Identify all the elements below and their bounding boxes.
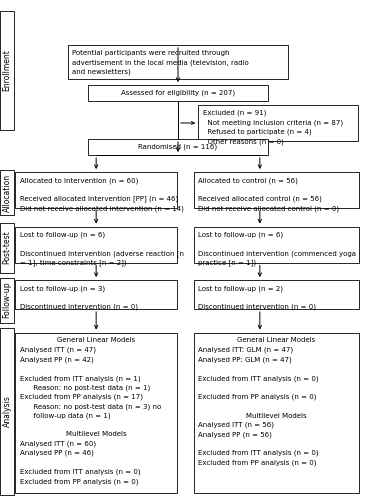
Text: Lost to follow-up (n = 6): Lost to follow-up (n = 6): [20, 232, 105, 238]
Text: follow-up data (n = 1): follow-up data (n = 1): [20, 412, 110, 419]
FancyBboxPatch shape: [88, 85, 268, 101]
Text: Discontinued intervention (n = 0): Discontinued intervention (n = 0): [20, 304, 138, 310]
Text: Allocated to intervention (n = 60): Allocated to intervention (n = 60): [20, 177, 138, 184]
Text: Lost to follow-up (n = 6): Lost to follow-up (n = 6): [198, 232, 283, 238]
Text: General Linear Models: General Linear Models: [237, 338, 316, 344]
Text: Discontinued intervention (n = 0): Discontinued intervention (n = 0): [198, 304, 316, 310]
Text: Not meeting inclusion criteria (n = 87): Not meeting inclusion criteria (n = 87): [203, 120, 343, 126]
Text: Other reasons (n = 0): Other reasons (n = 0): [203, 138, 283, 144]
FancyBboxPatch shape: [0, 328, 14, 495]
FancyBboxPatch shape: [88, 139, 268, 155]
Text: Analysed PP (n = 56): Analysed PP (n = 56): [198, 431, 272, 438]
Text: Discontinued intervention (adverse reaction [n: Discontinued intervention (adverse react…: [20, 250, 184, 257]
Text: Post-test: Post-test: [3, 230, 11, 264]
Text: Excluded from ITT analysis (n = 0): Excluded from ITT analysis (n = 0): [198, 450, 319, 456]
Text: Discontinued intervention (commenced yoga: Discontinued intervention (commenced yog…: [198, 250, 356, 257]
Text: Received allocated intervention [PP] (n = 46): Received allocated intervention [PP] (n …: [20, 196, 178, 202]
Text: Analysed ITT: GLM (n = 47): Analysed ITT: GLM (n = 47): [198, 347, 293, 354]
FancyBboxPatch shape: [0, 222, 14, 272]
FancyBboxPatch shape: [0, 170, 14, 215]
Text: Reason: no post-test data (n = 3) no: Reason: no post-test data (n = 3) no: [20, 403, 161, 409]
Text: Excluded (n = 91): Excluded (n = 91): [203, 110, 266, 116]
Text: Received allocated control (n = 56): Received allocated control (n = 56): [198, 196, 322, 202]
Text: Did not receive allocated control (n = 0): Did not receive allocated control (n = 0…: [198, 205, 339, 212]
FancyBboxPatch shape: [15, 172, 177, 208]
FancyBboxPatch shape: [194, 332, 359, 492]
Text: Lost to follow-up (n = 3): Lost to follow-up (n = 3): [20, 285, 105, 292]
Text: Analysed PP (n = 46): Analysed PP (n = 46): [20, 450, 94, 456]
Text: Refused to participate (n = 4): Refused to participate (n = 4): [203, 128, 311, 135]
Text: Excluded from ITT analysis (n = 0): Excluded from ITT analysis (n = 0): [20, 469, 141, 475]
Text: = 1], time constraints [n = 2]): = 1], time constraints [n = 2]): [20, 260, 127, 266]
Text: Excluded from PP analysis (n = 0): Excluded from PP analysis (n = 0): [20, 478, 138, 484]
Text: Analysed ITT (n = 60): Analysed ITT (n = 60): [20, 440, 96, 447]
Text: Enrollment: Enrollment: [3, 50, 11, 92]
Text: Excluded from ITT analysis (n = 1): Excluded from ITT analysis (n = 1): [20, 375, 141, 382]
FancyBboxPatch shape: [194, 280, 359, 309]
FancyBboxPatch shape: [194, 226, 359, 262]
Text: Assessed for eligibility (n = 207): Assessed for eligibility (n = 207): [121, 90, 235, 96]
Text: Lost to follow-up (n = 2): Lost to follow-up (n = 2): [198, 285, 283, 292]
Text: practice [n = 1]): practice [n = 1]): [198, 260, 256, 266]
Text: Did not receive allocated intervention (n = 14): Did not receive allocated intervention (…: [20, 205, 184, 212]
Text: Multilevel Models: Multilevel Models: [66, 431, 127, 437]
Text: Analysed ITT (n = 47): Analysed ITT (n = 47): [20, 347, 96, 354]
Text: Analysed PP: GLM (n = 47): Analysed PP: GLM (n = 47): [198, 356, 292, 362]
FancyBboxPatch shape: [0, 11, 14, 130]
Text: and newsletters): and newsletters): [72, 68, 131, 75]
Text: Analysed PP (n = 42): Analysed PP (n = 42): [20, 356, 94, 362]
Text: Allocation: Allocation: [3, 174, 11, 212]
Text: Excluded from ITT analysis (n = 0): Excluded from ITT analysis (n = 0): [198, 375, 319, 382]
FancyBboxPatch shape: [68, 45, 288, 79]
Text: Excluded from PP analysis (n = 0): Excluded from PP analysis (n = 0): [198, 394, 317, 400]
Text: Reason: no post-test data (n = 1): Reason: no post-test data (n = 1): [20, 384, 150, 391]
Text: Potential participants were recruited through: Potential participants were recruited th…: [72, 50, 230, 56]
Text: Allocated to control (n = 56): Allocated to control (n = 56): [198, 177, 298, 184]
Text: Excluded from PP analysis (n = 17): Excluded from PP analysis (n = 17): [20, 394, 143, 400]
Text: Excluded from PP analysis (n = 0): Excluded from PP analysis (n = 0): [198, 460, 317, 466]
FancyBboxPatch shape: [194, 172, 359, 208]
FancyBboxPatch shape: [198, 105, 358, 141]
Text: General Linear Models: General Linear Models: [57, 338, 135, 344]
FancyBboxPatch shape: [0, 278, 14, 322]
Text: Analysed ITT (n = 56): Analysed ITT (n = 56): [198, 422, 274, 428]
Text: Multilevel Models: Multilevel Models: [246, 412, 307, 418]
FancyBboxPatch shape: [15, 280, 177, 309]
Text: Follow-up: Follow-up: [3, 282, 11, 319]
Text: advertisement in the local media (television, radio: advertisement in the local media (televi…: [72, 60, 249, 66]
FancyBboxPatch shape: [15, 332, 177, 492]
FancyBboxPatch shape: [15, 226, 177, 262]
Text: Randomised (n = 116): Randomised (n = 116): [138, 144, 218, 150]
Text: Analysis: Analysis: [3, 396, 11, 427]
